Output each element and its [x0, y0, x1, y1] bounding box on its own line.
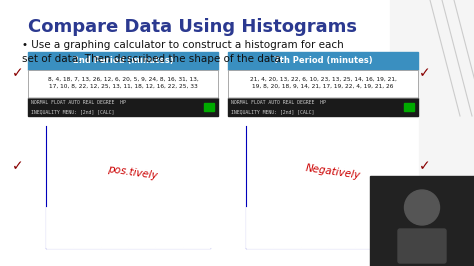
Text: Negatively: Negatively [304, 164, 361, 181]
Bar [370, 176, 474, 266]
Bar [28, 70, 218, 98]
Text: NORMAL FLOAT AUTO REAL DEGREE  HP: NORMAL FLOAT AUTO REAL DEGREE HP [31, 101, 126, 106]
Bar [273, 187, 301, 248]
Bar [28, 52, 218, 70]
Bar [28, 98, 218, 116]
Text: ✓: ✓ [12, 66, 24, 80]
Text: • Use a graphing calculator to construct a histogram for each
set of data. Then : • Use a graphing calculator to construct… [22, 40, 344, 64]
Bar [228, 98, 418, 116]
Bar [182, 207, 210, 248]
Bar [383, 207, 410, 248]
Bar [228, 52, 418, 70]
Text: NORMAL FLOAT AUTO REAL DEGREE  HP: NORMAL FLOAT AUTO REAL DEGREE HP [231, 101, 326, 106]
Text: ✓: ✓ [419, 159, 431, 173]
Text: pos.tively: pos.tively [107, 164, 158, 181]
Bar [28, 118, 218, 258]
Bar [28, 70, 218, 98]
Bar [301, 146, 328, 248]
FancyBboxPatch shape [398, 229, 446, 263]
Text: 21, 4, 20, 13, 22, 6, 10, 23, 13, 25, 14, 16, 19, 21,
19, 8, 20, 18, 9, 14, 21, : 21, 4, 20, 13, 22, 6, 10, 23, 13, 25, 14… [250, 77, 396, 89]
Bar [228, 118, 418, 258]
Text: 2nd Period (minutes): 2nd Period (minutes) [73, 56, 173, 65]
Bar [46, 207, 73, 248]
Bar [404, 103, 414, 111]
Bar [73, 126, 100, 248]
Bar [328, 167, 356, 248]
Text: 7th Period (minutes): 7th Period (minutes) [273, 56, 372, 65]
Text: Compare Data Using Histograms: Compare Data Using Histograms [28, 18, 357, 36]
Bar [155, 187, 182, 248]
Text: ✓: ✓ [12, 159, 24, 173]
Ellipse shape [404, 190, 439, 225]
Bar [228, 70, 418, 98]
Text: INEQUALITY MENU: [2nd] [CALC]: INEQUALITY MENU: [2nd] [CALC] [31, 110, 114, 114]
Bar [390, 0, 474, 266]
Text: ✓: ✓ [419, 66, 431, 80]
Bar [204, 103, 214, 111]
Bar [228, 70, 418, 98]
Bar [128, 167, 155, 248]
Text: INEQUALITY MENU: [2nd] [CALC]: INEQUALITY MENU: [2nd] [CALC] [231, 110, 314, 114]
Text: 8, 4, 18, 7, 13, 26, 12, 6, 20, 5, 9, 24, 8, 16, 31, 13,
17, 10, 8, 22, 12, 25, : 8, 4, 18, 7, 13, 26, 12, 6, 20, 5, 9, 24… [47, 77, 199, 89]
Bar [246, 207, 273, 248]
Bar [100, 146, 128, 248]
Bar [356, 126, 383, 248]
